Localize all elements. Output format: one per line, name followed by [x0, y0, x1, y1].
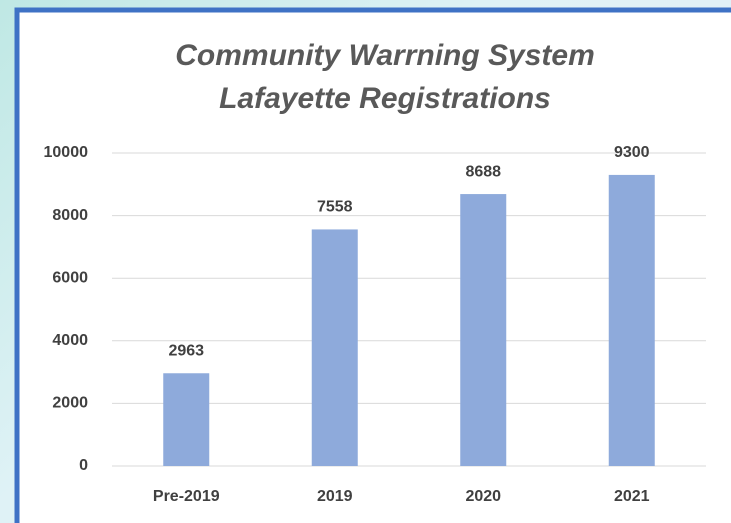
bar	[163, 373, 210, 466]
y-tick-label: 4000	[52, 332, 88, 349]
data-label: 9300	[614, 144, 650, 161]
data-label: 7558	[317, 199, 353, 216]
chart-title: Community Warrning System	[175, 39, 595, 72]
x-tick-label: 2019	[317, 488, 353, 505]
chart-title: Lafayette Registrations	[219, 82, 551, 115]
x-tick-label: 2020	[465, 488, 501, 505]
y-tick-label: 10000	[44, 144, 89, 161]
x-tick-label: Pre-2019	[153, 488, 220, 505]
bar	[608, 174, 655, 466]
y-tick-label: 6000	[52, 269, 88, 286]
data-label: 2963	[168, 342, 204, 359]
bar	[311, 229, 358, 466]
y-tick-label: 0	[79, 457, 88, 474]
x-tick-label: 2021	[614, 488, 650, 505]
y-tick-label: 2000	[52, 395, 88, 412]
bar	[460, 194, 507, 466]
y-tick-label: 8000	[52, 207, 88, 224]
data-label: 8688	[465, 163, 501, 180]
